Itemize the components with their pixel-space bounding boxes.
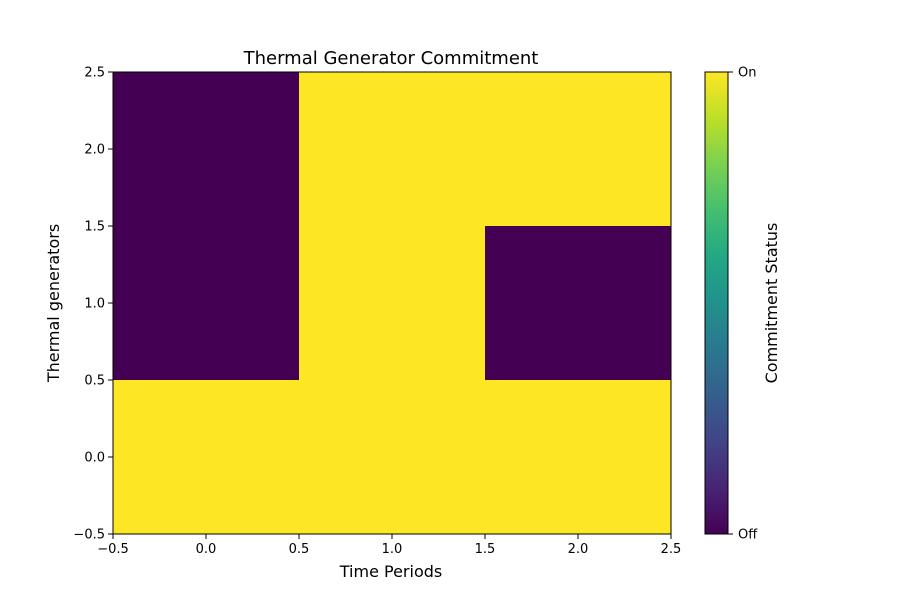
- colorbar-ticks: On Off: [728, 66, 758, 543]
- y-axis-label: Thermal generators: [44, 224, 63, 383]
- y-tick-label: 2.0: [84, 143, 105, 158]
- y-tick-label: 0.5: [84, 374, 105, 389]
- colorbar-label: Commitment Status: [762, 223, 781, 384]
- colorbar: [704, 71, 729, 535]
- y-tick-label: 1.0: [84, 297, 105, 312]
- heatmap-cells: [113, 72, 671, 534]
- heatmap-cell: [299, 72, 485, 226]
- heatmap-cell: [113, 380, 299, 534]
- heatmap-cell: [113, 226, 299, 380]
- y-axis-ticks: −0.5 0.0 0.5 1.0 1.5 2.0 2.5: [73, 66, 113, 543]
- x-tick-label: 1.0: [382, 542, 403, 557]
- y-tick-label: 2.5: [84, 66, 105, 81]
- colorbar-tick-label: On: [738, 66, 756, 81]
- heatmap-cell: [485, 226, 671, 380]
- x-tick-label: 0.0: [196, 542, 217, 557]
- heatmap-cell: [485, 380, 671, 534]
- colorbar-tick-label: Off: [738, 528, 758, 543]
- chart-title: Thermal Generator Commitment: [243, 48, 539, 69]
- x-axis-ticks: −0.5 0.0 0.5 1.0 1.5 2.0 2.5: [97, 534, 681, 557]
- x-tick-label: 2.5: [661, 542, 682, 557]
- heatmap-cell: [485, 72, 671, 226]
- heatmap-cell: [299, 380, 485, 534]
- heatmap-cell: [113, 72, 299, 226]
- y-tick-label: 0.0: [84, 451, 105, 466]
- y-tick-label: −0.5: [73, 528, 105, 543]
- x-axis-label: Time Periods: [339, 562, 442, 581]
- y-tick-label: 1.5: [84, 220, 105, 235]
- x-tick-label: 0.5: [289, 542, 310, 557]
- x-tick-label: −0.5: [97, 542, 129, 557]
- x-tick-label: 1.5: [475, 542, 496, 557]
- x-tick-label: 2.0: [568, 542, 589, 557]
- heatmap-cell: [299, 226, 485, 380]
